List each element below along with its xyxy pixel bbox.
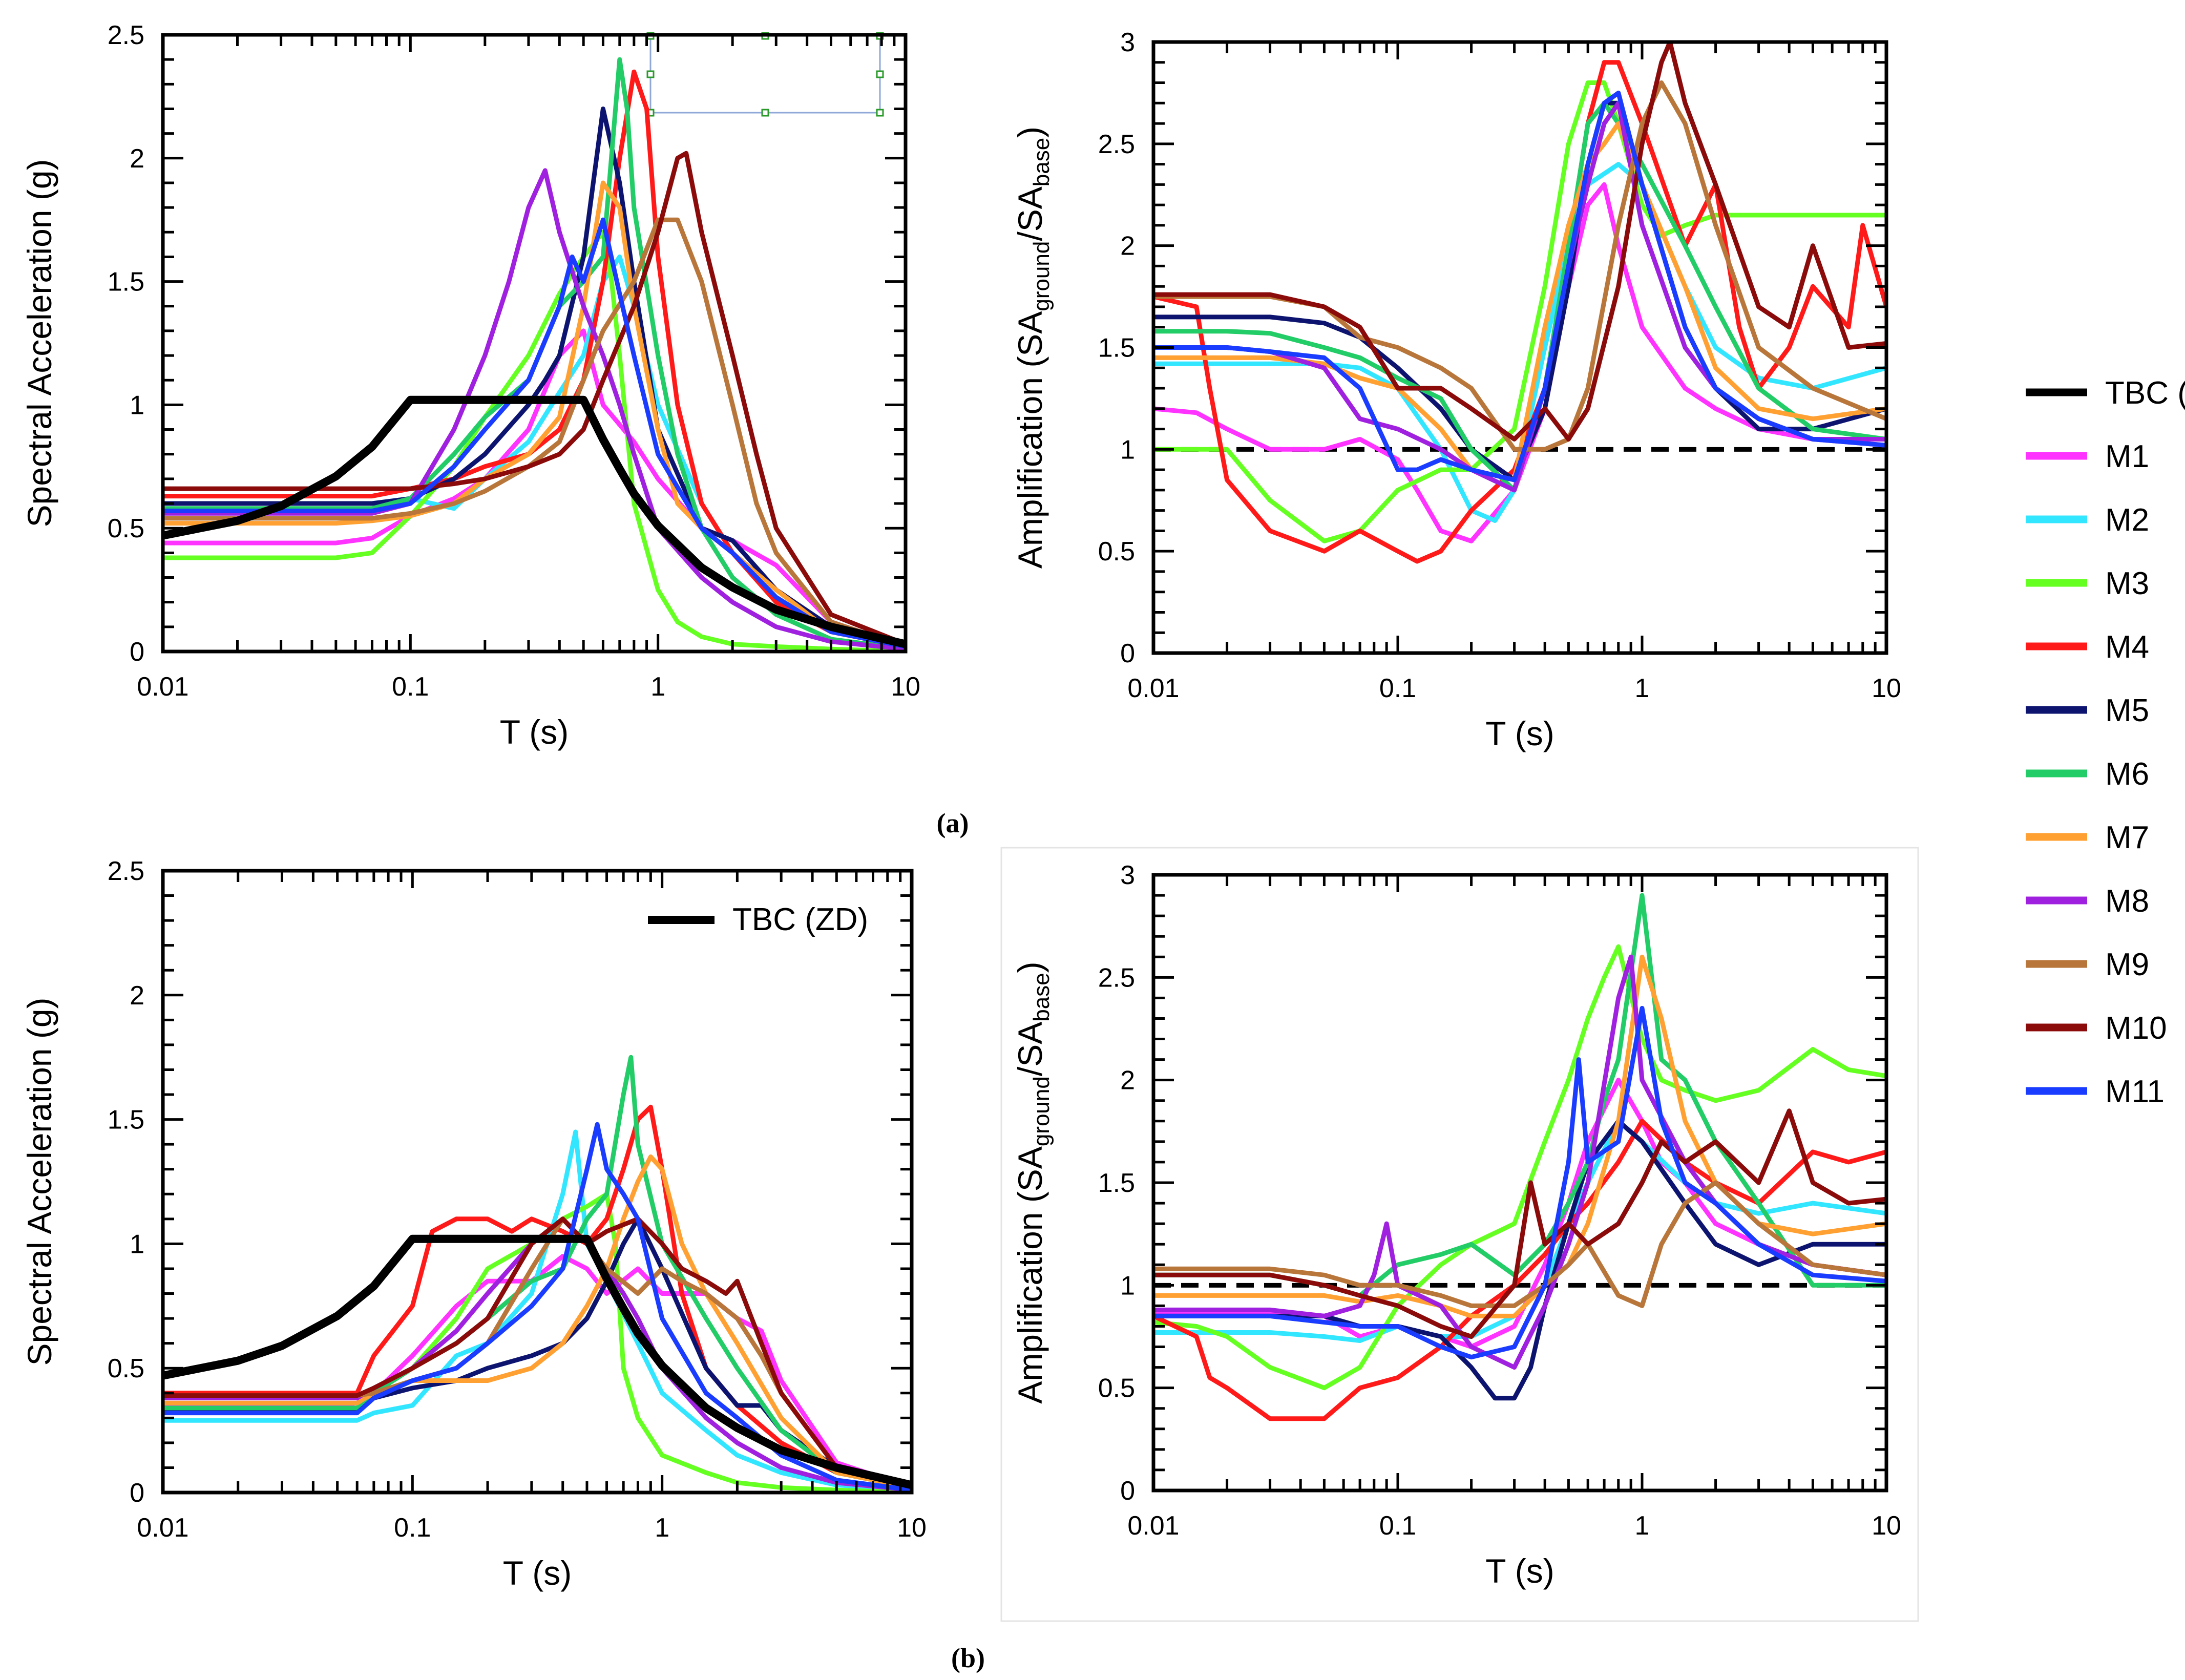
panel-b-right: 0.01 0.1 1 10 0 0.5 1 1.5 2 2.5 3 T (s) Amplificatio… <box>1011 860 1901 1590</box>
series-m11-line <box>163 1122 912 1493</box>
series-m8-line <box>1153 954 1886 1370</box>
y-tick-label: 1.5 <box>1098 333 1135 363</box>
x-tick-label: 10 <box>1872 1511 1901 1541</box>
series-m3-line <box>1153 944 1886 1391</box>
series-m3-line <box>1153 80 1886 543</box>
y-tick-label: 0.5 <box>1098 1374 1135 1403</box>
x-tick-label: 0.1 <box>392 672 429 702</box>
plot-frame <box>161 33 908 654</box>
y-tick-label: 2 <box>130 144 144 174</box>
y-tick-label: 1.5 <box>1098 1168 1135 1198</box>
series-m5-line <box>1153 1119 1886 1401</box>
y-tick-label: 2.5 <box>108 20 144 50</box>
legend-label-m3: M3 <box>2105 566 2149 601</box>
x-tick-label: 0.1 <box>1379 674 1416 703</box>
panel-a-left: 0.01 0.1 1 10 0 0.5 1 1.5 2 2.5 T (s) Spectral Acce… <box>20 20 920 751</box>
series-m7-line <box>1153 121 1886 482</box>
x-axis-label: T (s) <box>500 713 569 751</box>
y-tick-label: 0 <box>1120 1476 1135 1506</box>
series-m10-line <box>163 1216 912 1490</box>
series-m9-line <box>1153 1180 1886 1308</box>
x-tick-label: 0.1 <box>1379 1511 1416 1541</box>
legend-label-m4: M4 <box>2105 629 2149 665</box>
x-axis-label: T (s) <box>1485 1552 1554 1590</box>
legend: TBC (ZD) M1 M2 M3 M4 M5 M6 M7 M8 M9 M10 M11 <box>2026 375 2185 1109</box>
series-m11-line <box>1153 90 1886 482</box>
legend-label-m8: M8 <box>2105 884 2149 919</box>
y-tick-label: 1.5 <box>108 267 144 297</box>
y-tick-label: 2 <box>130 981 144 1011</box>
legend-label-m6: M6 <box>2105 757 2149 792</box>
inset-legend-label: TBC (ZD) <box>732 902 868 937</box>
x-tick-label: 10 <box>897 1513 927 1543</box>
legend-label-m7: M7 <box>2105 820 2149 855</box>
y-axis-label: Amplification (SAground/SAbase) <box>1011 127 1054 569</box>
y-tick-label: 0.5 <box>108 1354 144 1383</box>
x-tick-label: 0.1 <box>394 1513 431 1543</box>
x-tick-label: 10 <box>891 672 920 702</box>
series-m10-line <box>163 151 906 647</box>
y-tick-label: 0.5 <box>1098 537 1135 566</box>
x-axis-label: T (s) <box>1485 715 1554 752</box>
y-tick-label: 1 <box>1120 435 1135 465</box>
series-tbc-zd--line <box>163 395 906 648</box>
y-axis-label: Spectral Acceleration (g) <box>20 159 58 527</box>
series-m8-line <box>163 168 906 652</box>
panel-frame <box>1000 847 1919 1622</box>
legend-label-m11: M11 <box>2105 1074 2165 1109</box>
series-m10-line <box>1153 42 1886 442</box>
x-tick-label: 0.01 <box>1127 674 1179 703</box>
series-m9-line <box>163 217 906 649</box>
y-tick-label: 1.5 <box>108 1105 144 1135</box>
y-axis-label: Amplification (SAground/SAbase) <box>1011 961 1054 1403</box>
legend-label-m10: M10 <box>2105 1011 2167 1046</box>
x-tick-label: 0.01 <box>137 672 188 702</box>
legend-label-m9: M9 <box>2105 947 2149 982</box>
series-m2-line <box>163 1129 912 1493</box>
series-m10-line <box>1153 1108 1886 1339</box>
y-tick-label: 2.5 <box>1098 130 1135 159</box>
legend-label-m5: M5 <box>2105 693 2149 728</box>
x-tick-label: 0.01 <box>1127 1511 1179 1541</box>
series-m11-line <box>1153 1005 1886 1360</box>
x-tick-label: 1 <box>655 1513 669 1543</box>
y-tick-label: 2.5 <box>108 856 144 886</box>
subfigure-label-a: (a) <box>937 808 969 838</box>
y-tick-label: 2 <box>1120 1066 1135 1096</box>
y-tick-label: 0 <box>130 637 144 667</box>
x-tick-label: 0.01 <box>137 1513 188 1543</box>
y-tick-label: 3 <box>1120 860 1135 890</box>
y-tick-label: 0 <box>1120 639 1135 668</box>
y-tick-label: 2.5 <box>1098 963 1135 993</box>
series-m1-line <box>163 328 906 649</box>
y-tick-label: 0.5 <box>108 514 144 543</box>
panel-b-left: 0.01 0.1 1 10 0 0.5 1 1.5 2 2.5 T (s) Spectral Acce… <box>20 856 927 1592</box>
series-tbc-zd--line <box>163 1234 912 1489</box>
plot-frame <box>161 869 914 1495</box>
x-tick-label: 1 <box>650 672 665 702</box>
x-tick-label: 1 <box>1635 674 1650 703</box>
legend-label-m1: M1 <box>2105 439 2149 474</box>
y-tick-label: 2 <box>1120 232 1135 261</box>
x-tick-label: 10 <box>1872 674 1901 703</box>
series-m11-line <box>163 217 906 649</box>
y-axis-label: Spectral Acceleration (g) <box>20 997 58 1366</box>
y-tick-label: 0 <box>130 1478 144 1508</box>
y-tick-label: 1 <box>130 390 144 420</box>
y-tick-label: 3 <box>1120 28 1135 57</box>
series-m4-line <box>1153 1119 1886 1421</box>
y-tick-label: 1 <box>130 1229 144 1259</box>
y-tick-label: 1 <box>1120 1271 1135 1300</box>
legend-label-m2: M2 <box>2105 502 2149 538</box>
legend-label-tbc-zd-: TBC (ZD) <box>2105 375 2185 411</box>
x-tick-label: 1 <box>1635 1511 1650 1541</box>
x-axis-label: T (s) <box>503 1554 572 1592</box>
panel-a-right: 0.01 0.1 1 10 0 0.5 1 1.5 2 2.5 3 T (s) Amplificatio… <box>1011 28 1901 752</box>
subfigure-label-b: (b) <box>951 1643 985 1673</box>
